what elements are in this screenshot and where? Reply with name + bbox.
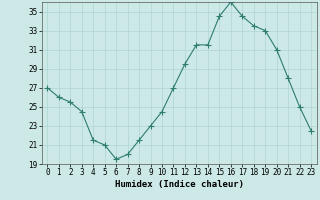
X-axis label: Humidex (Indice chaleur): Humidex (Indice chaleur)	[115, 180, 244, 189]
